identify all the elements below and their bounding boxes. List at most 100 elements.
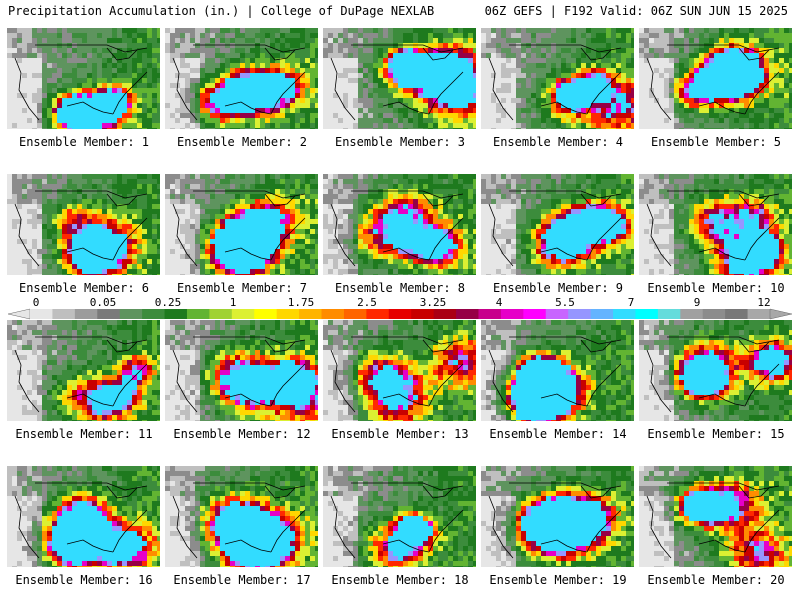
colorbar-swatch <box>523 309 547 319</box>
coastline <box>106 47 138 61</box>
us-canada-border <box>667 482 780 491</box>
colorbar-swatch <box>299 309 323 319</box>
coastline <box>106 339 138 353</box>
coastline <box>738 339 770 353</box>
colorbar-swatch <box>613 309 636 319</box>
ensemble-member-label: Ensemble Member: 2 <box>176 135 308 149</box>
us-canada-border <box>667 336 780 345</box>
coastline <box>540 247 588 261</box>
colorbar <box>7 308 793 320</box>
coastline <box>422 339 454 353</box>
coastline <box>66 539 114 553</box>
precip-map-member-19 <box>481 466 634 567</box>
precip-map-member-3 <box>323 28 476 129</box>
ensemble-member-label: Ensemble Member: 11 <box>15 427 153 441</box>
colorbar-swatch <box>52 309 76 319</box>
coastline <box>488 349 514 413</box>
coastline <box>540 393 588 407</box>
coastline <box>580 339 612 353</box>
precip-map-member-4 <box>481 28 634 129</box>
coastline <box>66 393 114 407</box>
precip-map-member-11 <box>7 320 160 421</box>
coastline <box>738 485 770 499</box>
colorbar-tick-label: 0.25 <box>154 296 182 309</box>
us-canada-border <box>35 482 148 491</box>
colorbar-swatch <box>142 309 166 319</box>
ensemble-member-label: Ensemble Member: 4 <box>492 135 624 149</box>
precip-map-member-8 <box>323 174 476 275</box>
coastline <box>422 193 454 207</box>
ensemble-member-label: Ensemble Member: 6 <box>18 281 150 295</box>
coastline <box>270 71 306 115</box>
colorbar-tick-label: 1 <box>229 296 237 309</box>
colorbar-swatch <box>478 309 502 319</box>
coastline <box>488 57 514 121</box>
coastline <box>112 509 148 553</box>
us-canada-border <box>667 190 780 199</box>
ensemble-member-label: Ensemble Member: 15 <box>647 427 785 441</box>
coastline <box>264 193 296 207</box>
precip-map-member-18 <box>323 466 476 567</box>
coastline <box>738 193 770 207</box>
coastline <box>744 363 780 407</box>
coastline <box>488 495 514 559</box>
coastline <box>428 217 464 261</box>
ensemble-member-label: Ensemble Member: 18 <box>331 573 469 587</box>
colorbar-tick-label: 4 <box>495 296 503 309</box>
colorbar-tick-label: 12 <box>757 296 771 309</box>
ensemble-member-label: Ensemble Member: 13 <box>331 427 469 441</box>
coastline <box>428 509 464 553</box>
coastline <box>698 539 746 553</box>
colorbar-swatch <box>411 309 435 319</box>
coastline <box>382 247 430 261</box>
colorbar-tick-label: 7 <box>627 296 635 309</box>
colorbar-min-arrow <box>7 308 31 320</box>
coastline <box>646 57 672 121</box>
colorbar-swatch <box>725 309 749 319</box>
coastline <box>744 217 780 261</box>
colorbar-swatch <box>680 309 704 319</box>
colorbar-swatch <box>119 309 143 319</box>
colorbar-max-arrow <box>769 308 793 320</box>
precip-map-member-6 <box>7 174 160 275</box>
colorbar-swatch <box>254 309 278 319</box>
coastline <box>112 363 148 407</box>
coastline <box>738 47 770 61</box>
us-canada-border <box>193 44 306 53</box>
coastline <box>646 349 672 413</box>
coastline <box>224 539 272 553</box>
coastline <box>270 509 306 553</box>
ensemble-member-label: Ensemble Member: 19 <box>489 573 627 587</box>
coastline <box>330 349 356 413</box>
precip-map-member-9 <box>481 174 634 275</box>
colorbar-swatch <box>433 309 457 319</box>
colorbar-tick-label: 3.25 <box>419 296 447 309</box>
model-valid-time: 06Z GEFS | F192 Valid: 06Z SUN JUN 15 20… <box>484 4 788 18</box>
colorbar-swatch <box>568 309 592 319</box>
coastline <box>112 71 148 115</box>
colorbar-swatch <box>276 309 300 319</box>
coastline <box>428 71 464 115</box>
colorbar-tick-label: 5.5 <box>555 296 575 309</box>
us-canada-border <box>351 482 464 491</box>
ensemble-member-label: Ensemble Member: 14 <box>489 427 627 441</box>
coastline <box>14 203 40 267</box>
coastline <box>382 539 430 553</box>
us-canada-border <box>35 336 148 345</box>
us-canada-border <box>35 44 148 53</box>
coastline <box>112 217 148 261</box>
colorbar-tick-label: 0 <box>32 296 40 309</box>
coastline <box>66 101 114 115</box>
ensemble-member-label: Ensemble Member: 17 <box>173 573 311 587</box>
coastline <box>264 485 296 499</box>
coastline <box>172 349 198 413</box>
coastline <box>264 339 296 353</box>
coastline <box>224 247 272 261</box>
coastline <box>330 495 356 559</box>
colorbar-swatch <box>30 309 53 319</box>
ensemble-member-label: Ensemble Member: 16 <box>15 573 153 587</box>
coastline <box>586 509 622 553</box>
map-title: Precipitation Accumulation (in.) | Colle… <box>8 4 435 18</box>
colorbar-swatch <box>545 309 569 319</box>
coastline <box>66 247 114 261</box>
